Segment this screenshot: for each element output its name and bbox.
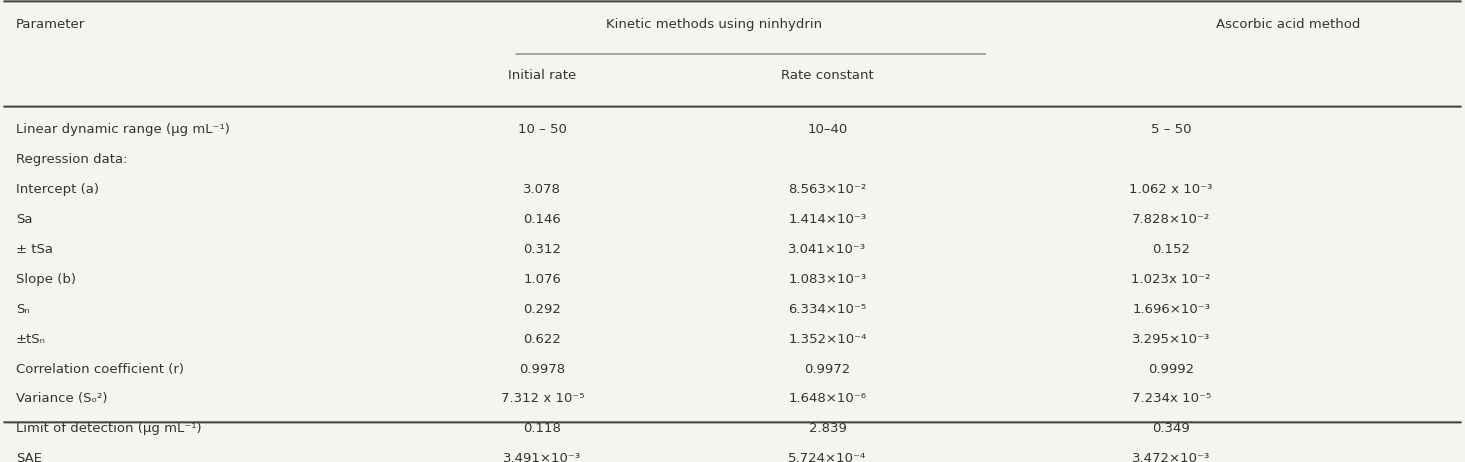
Text: 10 – 50: 10 – 50	[519, 123, 567, 136]
Text: Sa: Sa	[16, 213, 32, 226]
Text: Regression data:: Regression data:	[16, 153, 127, 166]
Text: Correlation coefficient (r): Correlation coefficient (r)	[16, 363, 185, 376]
Text: 7.828×10⁻²: 7.828×10⁻²	[1132, 213, 1210, 226]
Text: 1.083×10⁻³: 1.083×10⁻³	[788, 273, 867, 286]
Text: SAE: SAE	[16, 452, 42, 462]
Text: 1.414×10⁻³: 1.414×10⁻³	[788, 213, 867, 226]
Text: 6.334×10⁻⁵: 6.334×10⁻⁵	[788, 303, 867, 316]
Text: 3.041×10⁻³: 3.041×10⁻³	[788, 243, 867, 256]
Text: 0.312: 0.312	[523, 243, 561, 256]
Text: 2.839: 2.839	[809, 422, 847, 435]
Text: Limit of detection (μg mL⁻¹): Limit of detection (μg mL⁻¹)	[16, 422, 202, 435]
Text: Rate constant: Rate constant	[781, 69, 875, 82]
Text: 0.622: 0.622	[523, 333, 561, 346]
Text: 10–40: 10–40	[807, 123, 848, 136]
Text: Sₙ: Sₙ	[16, 303, 29, 316]
Text: ±tSₙ: ±tSₙ	[16, 333, 45, 346]
Text: 7.234x 10⁻⁵: 7.234x 10⁻⁵	[1131, 392, 1210, 406]
Text: 5.724×10⁻⁴: 5.724×10⁻⁴	[788, 452, 867, 462]
Text: 0.9978: 0.9978	[520, 363, 565, 376]
Text: 0.292: 0.292	[523, 303, 561, 316]
Text: Initial rate: Initial rate	[508, 69, 577, 82]
Text: 1.076: 1.076	[523, 273, 561, 286]
Text: Intercept (a): Intercept (a)	[16, 183, 100, 196]
Text: Kinetic methods using ninhydrin: Kinetic methods using ninhydrin	[607, 18, 822, 31]
Text: 1.648×10⁻⁶: 1.648×10⁻⁶	[788, 392, 866, 406]
Text: Variance (Sₒ²): Variance (Sₒ²)	[16, 392, 107, 406]
Text: 1.696×10⁻³: 1.696×10⁻³	[1132, 303, 1210, 316]
Text: 0.118: 0.118	[523, 422, 561, 435]
Text: 1.352×10⁻⁴: 1.352×10⁻⁴	[788, 333, 867, 346]
Text: 0.349: 0.349	[1153, 422, 1190, 435]
Text: ± tSa: ± tSa	[16, 243, 53, 256]
Text: 3.491×10⁻³: 3.491×10⁻³	[504, 452, 582, 462]
Text: Parameter: Parameter	[16, 18, 85, 31]
Text: 5 – 50: 5 – 50	[1151, 123, 1191, 136]
Text: Slope (b): Slope (b)	[16, 273, 76, 286]
Text: 0.9972: 0.9972	[804, 363, 851, 376]
Text: 1.062 x 10⁻³: 1.062 x 10⁻³	[1130, 183, 1213, 196]
Text: Ascorbic acid method: Ascorbic acid method	[1216, 18, 1361, 31]
Text: 7.312 x 10⁻⁵: 7.312 x 10⁻⁵	[501, 392, 585, 406]
Text: 1.023x 10⁻²: 1.023x 10⁻²	[1131, 273, 1212, 286]
Text: 0.9992: 0.9992	[1149, 363, 1194, 376]
Text: 3.295×10⁻³: 3.295×10⁻³	[1132, 333, 1210, 346]
Text: 0.152: 0.152	[1151, 243, 1190, 256]
Text: 8.563×10⁻²: 8.563×10⁻²	[788, 183, 867, 196]
Text: Linear dynamic range (μg mL⁻¹): Linear dynamic range (μg mL⁻¹)	[16, 123, 230, 136]
Text: 3.472×10⁻³: 3.472×10⁻³	[1132, 452, 1210, 462]
Text: 0.146: 0.146	[523, 213, 561, 226]
Text: 3.078: 3.078	[523, 183, 561, 196]
